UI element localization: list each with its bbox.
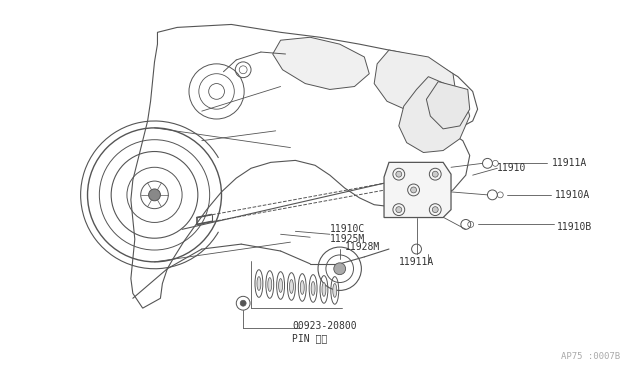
Circle shape <box>334 263 346 275</box>
Text: 11910A: 11910A <box>554 190 589 200</box>
Text: 11911A: 11911A <box>552 158 587 169</box>
Ellipse shape <box>257 277 261 291</box>
Text: 11928M: 11928M <box>344 242 380 252</box>
Text: 11910: 11910 <box>497 163 527 173</box>
Polygon shape <box>384 162 451 218</box>
Polygon shape <box>426 81 470 129</box>
Text: 00923-20800: 00923-20800 <box>292 321 357 331</box>
Ellipse shape <box>289 280 293 294</box>
Text: 11910C: 11910C <box>330 224 365 234</box>
Ellipse shape <box>278 279 283 292</box>
Text: AP75 :0007B: AP75 :0007B <box>561 352 620 361</box>
Circle shape <box>432 207 438 212</box>
Polygon shape <box>273 37 369 89</box>
Ellipse shape <box>322 283 326 296</box>
Text: 11911A: 11911A <box>399 257 434 267</box>
Text: PIN ビン: PIN ビン <box>292 333 328 343</box>
Polygon shape <box>374 50 456 113</box>
Ellipse shape <box>268 278 272 291</box>
Ellipse shape <box>311 282 315 295</box>
Polygon shape <box>399 77 470 153</box>
Circle shape <box>396 171 402 177</box>
Circle shape <box>396 207 402 212</box>
Ellipse shape <box>333 283 337 297</box>
Circle shape <box>240 300 246 306</box>
Circle shape <box>411 187 417 193</box>
Text: 11910B: 11910B <box>556 222 591 232</box>
Circle shape <box>432 171 438 177</box>
Ellipse shape <box>300 280 304 294</box>
Text: 11925M: 11925M <box>330 234 365 244</box>
Circle shape <box>148 189 161 201</box>
